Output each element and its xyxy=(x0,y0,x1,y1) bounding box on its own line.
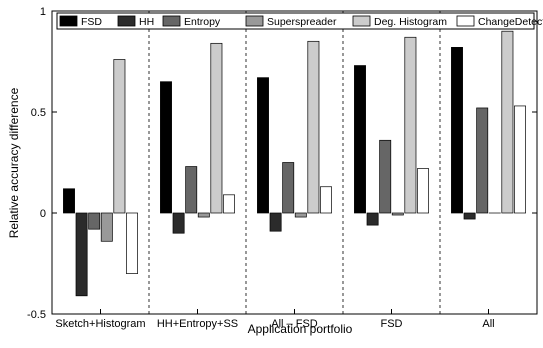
x-tick-label: All xyxy=(482,318,494,330)
legend-swatch xyxy=(163,16,180,26)
bar xyxy=(89,213,100,229)
bar xyxy=(380,140,391,213)
bar xyxy=(464,213,475,219)
legend-label: Superspreader xyxy=(267,16,337,28)
bar xyxy=(257,78,268,213)
legend-swatch xyxy=(353,16,370,26)
legend-label: ChangeDetection xyxy=(478,16,543,28)
bar xyxy=(126,213,137,274)
legend-label: FSD xyxy=(81,16,102,28)
y-tick-label: -0.5 xyxy=(27,309,46,321)
bar xyxy=(320,187,331,213)
bar xyxy=(270,213,281,231)
legend-label: Deg. Histogram xyxy=(374,16,447,28)
bar xyxy=(477,108,488,213)
legend-swatch xyxy=(246,16,263,26)
legend-label: HH xyxy=(139,16,154,28)
y-tick-label: 0.5 xyxy=(31,107,46,119)
legend-swatch xyxy=(457,16,474,26)
bar xyxy=(173,213,184,233)
x-tick-label: Sketch+Histogram xyxy=(55,318,145,330)
bar xyxy=(451,47,462,213)
bar xyxy=(354,66,365,213)
bar xyxy=(186,167,197,213)
legend-swatch xyxy=(60,16,77,26)
y-tick-label: 1 xyxy=(40,6,46,18)
x-tick-label: HH+Entropy+SS xyxy=(157,318,238,330)
x-axis-label: Application portfolio xyxy=(248,322,353,336)
bar xyxy=(76,213,87,296)
legend-label: Entropy xyxy=(184,16,221,28)
bar xyxy=(114,59,125,213)
bar xyxy=(502,31,513,213)
bar xyxy=(367,213,378,225)
bar xyxy=(295,213,306,217)
bar xyxy=(198,213,209,217)
bar xyxy=(63,189,74,213)
x-tick-label: FSD xyxy=(381,318,403,330)
bar xyxy=(405,37,416,213)
y-axis-label: Relative accuracy difference xyxy=(7,87,21,238)
bar xyxy=(160,82,171,213)
y-tick-label: 0 xyxy=(40,208,46,220)
bar xyxy=(283,163,294,214)
bar xyxy=(514,106,525,213)
bar xyxy=(101,213,112,241)
bar xyxy=(211,43,222,213)
bar xyxy=(308,41,319,213)
bar xyxy=(417,169,428,213)
legend-swatch xyxy=(118,16,135,26)
bar xyxy=(392,213,403,215)
legend: FSD HH Entropy Superspreader Deg. Histogram C… xyxy=(57,13,543,29)
bar xyxy=(223,195,234,213)
